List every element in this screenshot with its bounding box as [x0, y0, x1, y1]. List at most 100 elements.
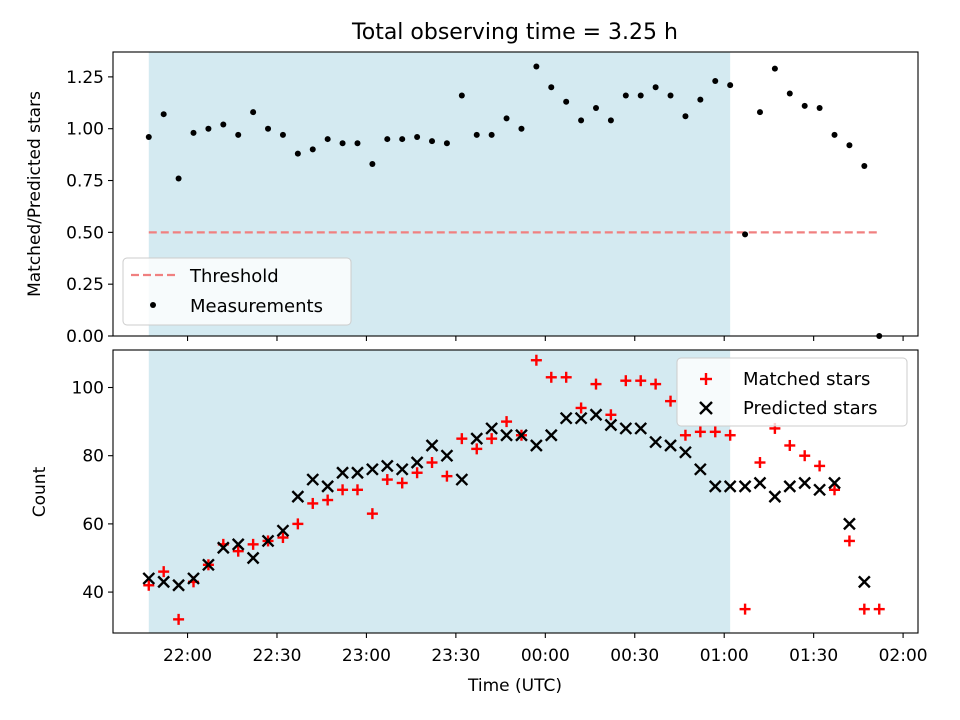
matched-star-point: [322, 494, 334, 506]
matched-star-point: [396, 477, 408, 489]
matched-star-point: [799, 450, 811, 462]
y-tick-label: 80: [82, 447, 104, 467]
matched-star-point: [292, 518, 304, 530]
predicted-star-point: [574, 411, 588, 425]
measurement-point: [160, 111, 167, 118]
measurement-point: [414, 133, 421, 140]
measurement-point: [145, 133, 152, 140]
y-tick-label: 1.00: [66, 120, 104, 140]
measurement-point: [205, 125, 212, 132]
matched-star-point: [501, 416, 513, 428]
measurement-point: [622, 92, 629, 99]
predicted-star-point: [634, 422, 648, 435]
matched-star-point: [545, 371, 557, 383]
count-y-ticks: 40 60 80 100: [72, 379, 113, 603]
predicted-star-point: [172, 578, 185, 592]
measurement-point: [175, 175, 182, 182]
measurement-point: [682, 113, 689, 120]
count-x-axis-label: Time (UTC): [467, 676, 562, 696]
predicted-star-point: [202, 558, 215, 572]
measurement-point: [652, 84, 659, 91]
measurement-point: [801, 102, 808, 109]
predicted-star-point: [738, 480, 752, 493]
predicted-stars-points: [142, 408, 871, 592]
predicted-star-point: [515, 428, 528, 442]
matched-star-point: [456, 433, 468, 445]
legend-measurements-swatch: [150, 302, 156, 308]
predicted-star-point: [753, 476, 767, 490]
y-tick-label: 1.25: [66, 68, 104, 88]
matched-star-point: [709, 426, 721, 438]
measurement-point: [235, 131, 242, 138]
matched-star-point: [843, 535, 855, 547]
measurement-point: [861, 163, 868, 170]
predicted-star-point: [768, 490, 782, 503]
predicted-star-point: [455, 473, 469, 486]
measurement-point: [771, 65, 778, 72]
measurement-point: [727, 82, 734, 89]
matched-star-point: [307, 497, 319, 509]
measurement-point: [279, 131, 286, 138]
predicted-star-point: [649, 435, 662, 449]
measurement-point: [309, 146, 316, 153]
x-tick-label: 22:30: [252, 646, 301, 666]
measurement-point: [756, 109, 763, 116]
predicted-star-point: [679, 445, 692, 459]
predicted-star-point: [187, 572, 200, 585]
ratio-legend-box: [122, 257, 352, 326]
measurement-point: [786, 90, 793, 97]
matched-star-point: [337, 484, 349, 496]
predicted-star-point: [798, 476, 812, 490]
matched-stars-points: [143, 354, 885, 625]
legend-matched-label: Matched stars: [743, 369, 870, 390]
predicted-star-point: [619, 422, 633, 435]
ratio-plot-frame: [112, 51, 919, 337]
x-tick-label: 00:00: [521, 646, 570, 666]
legend-measurements-label: Measurements: [190, 296, 323, 317]
matched-star-point: [560, 371, 572, 383]
predicted-star-point: [410, 456, 424, 469]
y-tick-label: 0.00: [66, 327, 104, 347]
measurement-point: [742, 231, 749, 238]
matched-star-point: [411, 467, 423, 479]
matched-star-point: [679, 429, 691, 441]
matched-star-point: [158, 566, 170, 578]
predicted-star-point: [783, 480, 797, 493]
matched-star-point: [173, 613, 185, 625]
count-legend-box: [676, 357, 908, 427]
measurement-point: [458, 92, 465, 99]
measurement-point: [607, 117, 614, 124]
measurement-point: [384, 136, 391, 143]
predicted-star-point: [485, 422, 498, 435]
matched-star-point: [143, 579, 155, 591]
predicted-star-point: [694, 462, 707, 476]
measurement-point: [578, 117, 585, 124]
matched-star-point: [381, 474, 393, 486]
predicted-star-point: [216, 541, 230, 555]
predicted-star-point: [231, 538, 245, 551]
y-tick-label: 60: [82, 515, 104, 535]
measurement-point: [533, 63, 540, 70]
legend-matched-swatch: [700, 373, 712, 385]
ratio-panel: 0.00 0.25 0.50 0.75 1.00 1.25 Matched/Predict…: [25, 51, 919, 347]
x-tick-label: 22:00: [163, 646, 212, 666]
count-plot-frame: [112, 349, 919, 634]
predicted-star-point: [142, 572, 156, 585]
legend-predicted-swatch: [699, 401, 713, 415]
predicted-star-point: [380, 459, 394, 473]
predicted-star-point: [276, 524, 290, 538]
measurement-point: [443, 140, 450, 147]
x-tick-label: 01:30: [789, 646, 838, 666]
y-tick-label: 100: [72, 379, 104, 399]
y-tick-label: 0.50: [66, 223, 104, 243]
predicted-star-point: [813, 483, 826, 497]
measurement-point: [190, 129, 197, 136]
measurement-point: [712, 78, 719, 85]
x-tick-label: 01:00: [700, 646, 749, 666]
predicted-star-point: [336, 466, 349, 480]
ratio-legend: Threshold Measurements: [122, 257, 352, 326]
matched-star-point: [232, 545, 244, 557]
x-tick-label: 02:00: [879, 646, 928, 666]
predicted-star-point: [440, 449, 454, 463]
predicted-star-point: [559, 411, 573, 425]
